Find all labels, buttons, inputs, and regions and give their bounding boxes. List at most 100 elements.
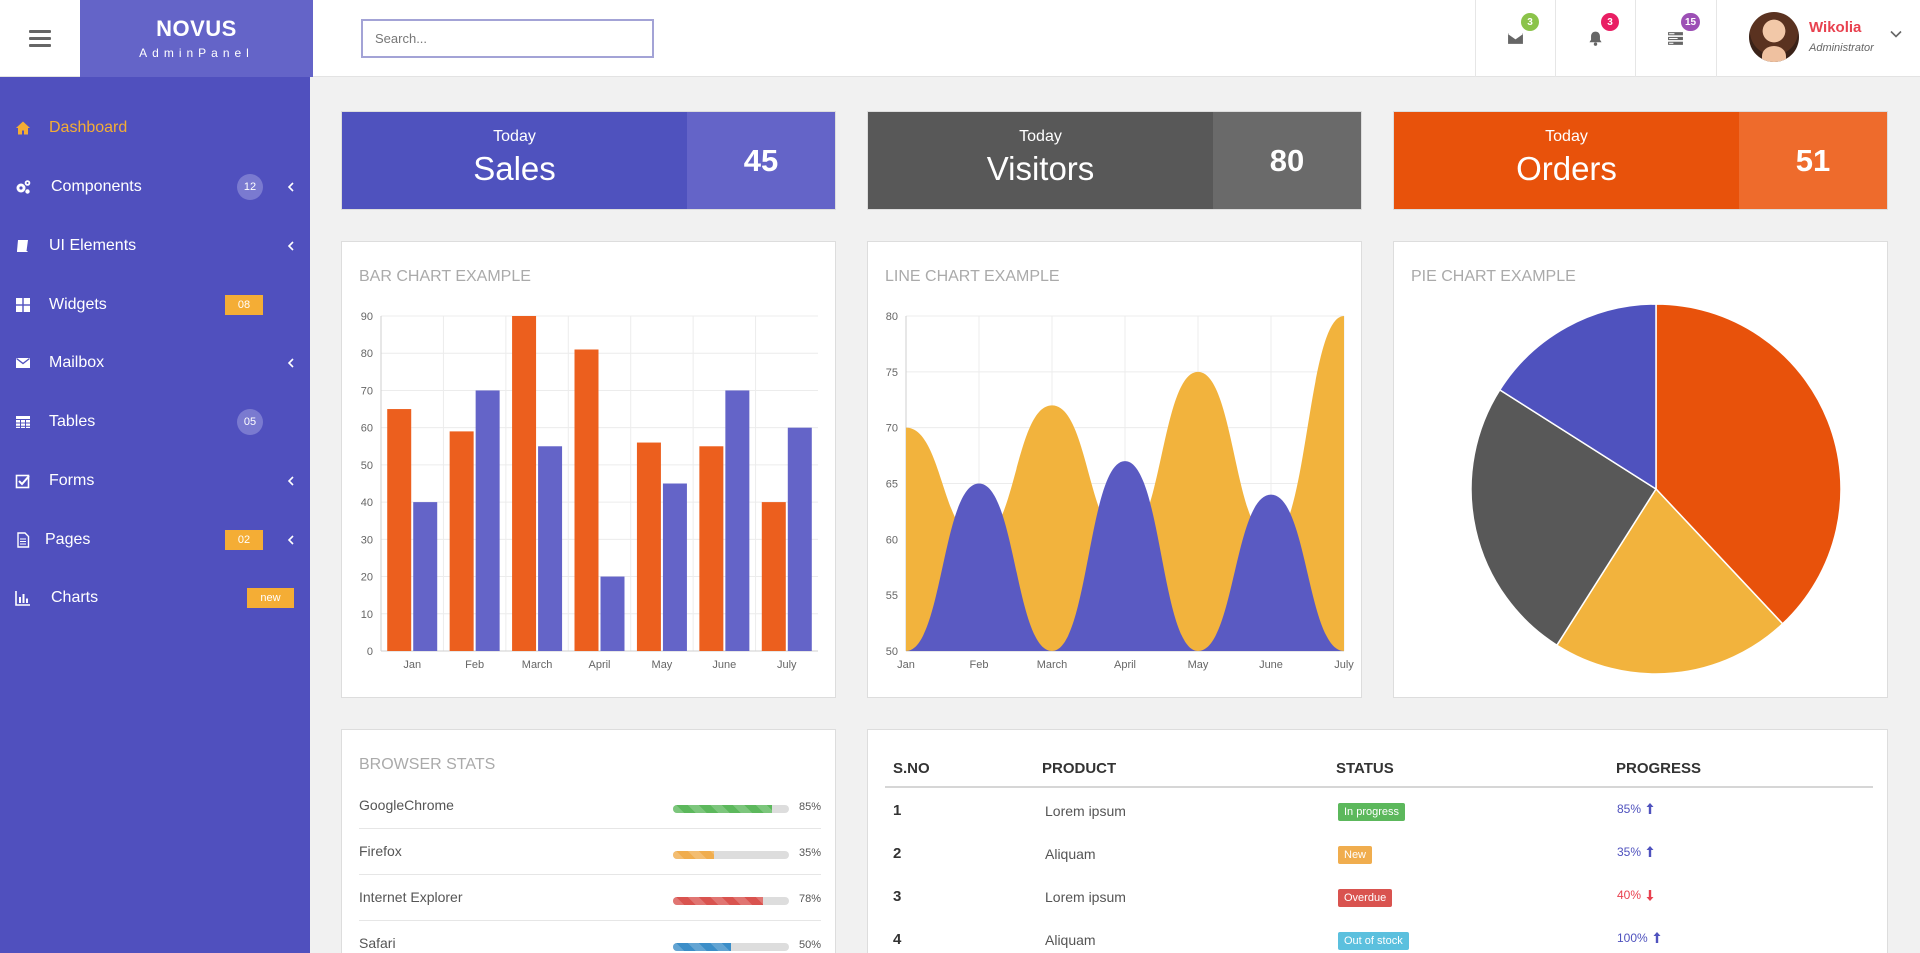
bar bbox=[512, 316, 537, 651]
y-tick-label: 40 bbox=[361, 497, 373, 509]
row-number: 4 bbox=[893, 931, 902, 948]
bell-icon bbox=[1589, 31, 1602, 46]
column-header-status[interactable]: STATUS bbox=[1336, 760, 1394, 777]
status-badge: Overdue bbox=[1338, 889, 1393, 907]
table-row[interactable]: 3 Lorem ipsum Overdue 40% bbox=[885, 876, 1873, 919]
search-input[interactable] bbox=[361, 19, 654, 58]
stat-card-label-area: Today Sales bbox=[342, 112, 687, 209]
user-name: Wikolia bbox=[1809, 19, 1862, 36]
chevron-down-icon bbox=[1890, 30, 1902, 38]
bar bbox=[538, 446, 563, 651]
y-tick-label: 30 bbox=[361, 534, 373, 546]
progress-text: 40% bbox=[1617, 888, 1642, 902]
x-tick-label: April bbox=[1114, 659, 1136, 671]
sidebar-item-label: Forms bbox=[49, 471, 95, 489]
progress-value: 100% bbox=[1617, 931, 1662, 945]
y-tick-label: 50 bbox=[361, 460, 373, 472]
pie-slice bbox=[1498, 303, 1657, 491]
browser-name: Internet Explorer bbox=[359, 889, 463, 905]
brand-logo[interactable]: NOVUS AdminPanel bbox=[80, 0, 313, 77]
check-square-icon bbox=[14, 472, 32, 490]
browser-name: Safari bbox=[359, 935, 396, 951]
count-badge: 05 bbox=[237, 408, 263, 435]
x-tick-label: June bbox=[1259, 659, 1283, 671]
sidebar-item-label: Widgets bbox=[49, 295, 107, 313]
mail-icon bbox=[1508, 33, 1523, 44]
sidebar-item-ui-elements[interactable]: UI Elements bbox=[0, 216, 310, 275]
x-tick-label: March bbox=[1037, 659, 1068, 671]
progress-value: 85% bbox=[1617, 802, 1655, 816]
progress-text: 100% bbox=[1617, 931, 1648, 945]
sidebar-item-dashboard[interactable]: Dashboard bbox=[0, 98, 310, 157]
progress-fill bbox=[673, 943, 731, 951]
bar bbox=[600, 576, 625, 651]
tasks-icon bbox=[1668, 32, 1683, 45]
column-header-sno[interactable]: S.NO bbox=[893, 760, 930, 777]
sidebar-item-label: Charts bbox=[51, 588, 99, 606]
browser-name: Firefox bbox=[359, 843, 402, 859]
sidebar-item-pages[interactable]: Pages 02 bbox=[0, 510, 310, 569]
sidebar: Dashboard Components 12 UI Elements Widg… bbox=[0, 77, 310, 953]
book-icon bbox=[14, 237, 32, 255]
status-badge: New bbox=[1338, 846, 1373, 864]
progress-bar bbox=[673, 897, 789, 905]
product-name: Lorem ipsum bbox=[1045, 889, 1126, 905]
browser-stat-row: Safari 50% bbox=[359, 921, 821, 953]
status-badge: Out of stock bbox=[1338, 932, 1409, 950]
table-row[interactable]: 2 Aliquam New 35% bbox=[885, 833, 1873, 876]
browser-percent: 35% bbox=[799, 847, 822, 859]
product-name: Aliquam bbox=[1045, 846, 1096, 862]
progress-bar bbox=[673, 851, 789, 859]
stat-card-label-area: Today Visitors bbox=[868, 112, 1213, 209]
x-tick-label: July bbox=[777, 659, 797, 671]
chevron-left-icon bbox=[287, 475, 294, 486]
hamburger-icon bbox=[29, 26, 51, 51]
stat-card-sales[interactable]: Today Sales 45 bbox=[341, 111, 836, 210]
x-tick-label: April bbox=[588, 659, 610, 671]
stat-value: 80 bbox=[1213, 112, 1361, 209]
bar bbox=[725, 390, 750, 651]
area-series bbox=[906, 461, 1344, 651]
top-bar: NOVUS AdminPanel 3 3 15 Wikolia Administ… bbox=[0, 0, 1920, 77]
panel-title: Browser Stats bbox=[359, 756, 496, 773]
menu-toggle-button[interactable] bbox=[0, 0, 80, 77]
count-badge: 12 bbox=[237, 173, 263, 200]
sidebar-item-mailbox[interactable]: Mailbox bbox=[0, 333, 310, 392]
sidebar-item-components[interactable]: Components 12 bbox=[0, 157, 310, 216]
browser-stats-panel: Browser Stats GoogleChrome 85% Firefox 3… bbox=[341, 729, 836, 953]
progress-bar bbox=[673, 943, 789, 951]
user-profile-menu[interactable]: Wikolia Administrator bbox=[1716, 0, 1920, 77]
widgets-badge: 08 bbox=[225, 294, 263, 315]
brand-name: NOVUS bbox=[156, 16, 237, 41]
sidebar-item-tables[interactable]: Tables 05 bbox=[0, 392, 310, 451]
brand-subtitle: AdminPanel bbox=[139, 46, 254, 60]
messages-button[interactable]: 3 bbox=[1475, 0, 1555, 77]
product-name: Lorem ipsum bbox=[1045, 803, 1126, 819]
bar bbox=[662, 483, 687, 651]
progress-fill bbox=[673, 851, 714, 859]
pie-slice bbox=[1655, 303, 1842, 625]
x-tick-label: May bbox=[1188, 659, 1209, 671]
stat-card-visitors[interactable]: Today Visitors 80 bbox=[867, 111, 1362, 210]
stat-card-orders[interactable]: Today Orders 51 bbox=[1393, 111, 1888, 210]
chevron-left-icon bbox=[287, 534, 294, 545]
sidebar-item-widgets[interactable]: Widgets 08 bbox=[0, 275, 310, 334]
table-row[interactable]: 1 Lorem ipsum In progress 85% bbox=[885, 790, 1873, 833]
sidebar-item-label: UI Elements bbox=[49, 236, 137, 254]
row-number: 1 bbox=[893, 802, 902, 819]
sidebar-item-forms[interactable]: Forms bbox=[0, 451, 310, 510]
notifications-badge: 3 bbox=[1601, 13, 1619, 31]
sidebar-item-charts[interactable]: Charts new bbox=[0, 568, 310, 627]
row-number: 2 bbox=[893, 845, 902, 862]
pages-badge: 02 bbox=[225, 529, 263, 550]
column-header-product[interactable]: PRODUCT bbox=[1042, 760, 1117, 777]
x-tick-label: June bbox=[712, 659, 736, 671]
trend-up-icon bbox=[1653, 932, 1661, 943]
column-header-progress[interactable]: PROGRESS bbox=[1616, 760, 1702, 777]
table-row[interactable]: 4 Aliquam Out of stock 100% bbox=[885, 919, 1873, 953]
x-tick-label: Feb bbox=[970, 659, 989, 671]
notifications-button[interactable]: 3 bbox=[1555, 0, 1635, 77]
progress-text: 85% bbox=[1617, 802, 1642, 816]
x-tick-label: May bbox=[652, 659, 673, 671]
tasks-button[interactable]: 15 bbox=[1635, 0, 1715, 77]
